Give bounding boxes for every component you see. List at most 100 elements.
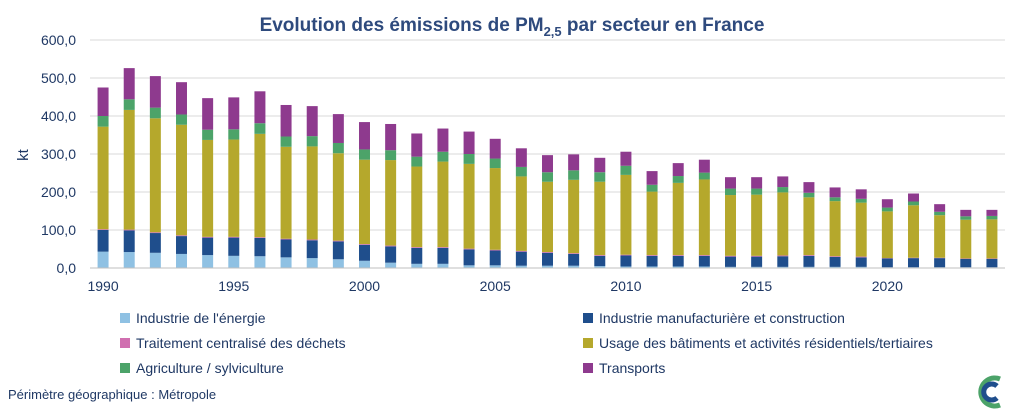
bar-segment: [672, 176, 684, 183]
bar-segment: [123, 99, 135, 110]
legend-swatch: [120, 363, 130, 373]
bar-segment: [829, 266, 841, 268]
bar-segment: [463, 249, 475, 266]
legend-swatch: [583, 313, 593, 323]
bar-segment: [254, 123, 266, 134]
bar-segment: [411, 247, 423, 248]
bar-segment: [568, 265, 580, 268]
bar-segment: [202, 236, 214, 238]
bar-segment: [803, 197, 815, 256]
bar-segment: [359, 159, 370, 245]
bar-segment: [228, 237, 240, 256]
bar-segment: [542, 252, 553, 253]
bar-segment: [568, 253, 580, 266]
x-tick-labels: 1990 1995 2000 2005 2010 2015 2020: [87, 278, 903, 294]
bar-segment: [437, 128, 449, 152]
bar-segment: [542, 155, 553, 173]
bar-segment: [385, 160, 397, 246]
bar-segment: [97, 230, 109, 252]
bar-segment: [751, 188, 763, 195]
bar-segment: [908, 258, 919, 268]
legend-swatch: [583, 338, 593, 348]
bar-segment: [698, 179, 710, 256]
bar-segment: [568, 179, 580, 254]
bar-segment: [149, 232, 161, 234]
bar-segment: [306, 240, 318, 259]
bar-segment: [855, 256, 867, 258]
bar-segment: [463, 265, 475, 268]
bar-segment: [123, 252, 135, 268]
bar-segment: [698, 266, 710, 268]
x-tick-label: 1995: [218, 278, 249, 294]
bar-segment: [176, 236, 187, 254]
bar-segment: [855, 202, 867, 257]
x-tick-label: 1990: [87, 278, 118, 294]
y-tick-label: 100,0: [41, 222, 76, 238]
bar-segment: [280, 238, 292, 240]
bar-segment: [594, 172, 606, 182]
bar-segment: [332, 153, 344, 241]
bar-segment: [176, 114, 187, 125]
bar-segment: [515, 265, 527, 268]
bar-segment: [332, 259, 344, 268]
bar-segment: [777, 266, 789, 268]
bar-segment: [646, 171, 658, 185]
bar-segment: [515, 166, 527, 177]
bar-segment: [202, 129, 214, 140]
bar-segment: [228, 236, 240, 238]
bar-segment: [829, 201, 841, 257]
bar-segment: [202, 139, 214, 237]
bar-segment: [672, 182, 684, 256]
legend-label: Industrie de l'énergie: [136, 310, 266, 326]
bar-segment: [751, 177, 763, 189]
bar-segment: [306, 258, 318, 268]
bar-segment: [829, 187, 841, 198]
bar-segment: [934, 211, 946, 216]
y-tick-label: 400,0: [41, 108, 76, 124]
bar-segment: [228, 255, 240, 268]
bar-segment: [332, 241, 344, 260]
bar-segment: [411, 166, 423, 248]
bar-segment: [986, 209, 998, 216]
bar-segment: [542, 172, 553, 182]
logo-inner-arc: [981, 381, 999, 403]
bar-segment: [463, 154, 475, 164]
bar-segment: [855, 257, 867, 267]
bar-segment: [672, 266, 684, 268]
bar-segment: [463, 163, 475, 249]
bar-segment: [306, 146, 318, 240]
bar-segment: [149, 76, 161, 108]
bar-segment: [986, 219, 998, 259]
bar-segment: [594, 157, 606, 173]
bar-segment: [777, 255, 789, 257]
bar-segment: [960, 258, 972, 268]
bar-segment: [280, 257, 292, 268]
citepa-logo: [978, 375, 1001, 409]
bar-segment: [489, 265, 501, 268]
bar-segment: [254, 91, 266, 124]
bar-segment: [411, 133, 423, 157]
bar-segment: [489, 138, 501, 159]
y-tick-label: 0,0: [57, 260, 77, 276]
bar-segment: [515, 251, 527, 266]
bar-segment: [202, 237, 214, 256]
bar-segment: [202, 255, 214, 268]
y-tick-labels: 0,0 100,0 200,0 300,0 400,0 500,0 600,0: [41, 32, 76, 276]
bar-segment: [123, 109, 135, 230]
bar-segment: [646, 266, 658, 268]
bar-segment: [986, 258, 998, 268]
bar-segment: [176, 124, 187, 236]
legend: Industrie de l'énergie Industrie manufact…: [120, 310, 933, 376]
bar-segment: [254, 237, 266, 257]
bar-segment: [176, 253, 187, 268]
bar-segment: [829, 256, 841, 267]
bar-segment: [228, 97, 240, 130]
bar-segment: [385, 150, 397, 161]
bar-segment: [698, 159, 710, 173]
y-tick-label: 600,0: [41, 32, 76, 48]
bar-segment: [97, 116, 109, 127]
bar-segment: [881, 258, 893, 268]
bar-segment: [149, 107, 161, 119]
chart-title-suffix: par secteur en France: [562, 15, 765, 36]
